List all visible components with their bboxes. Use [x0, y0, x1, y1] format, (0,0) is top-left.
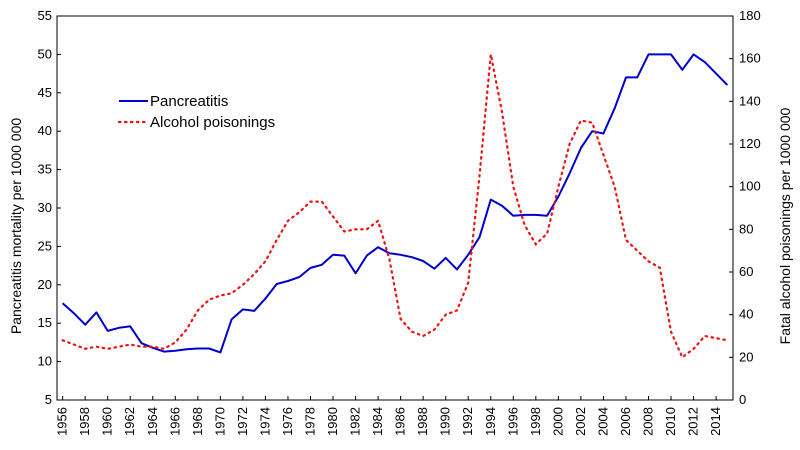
x-axis: 1956 1958 1960 1962 1964 1966 1968 1970 1972 1974… — [55, 396, 723, 436]
x-tick-label: 1982 — [348, 407, 363, 436]
x-tick-label: 1976 — [280, 407, 295, 436]
left-y-tick-label: 35 — [38, 162, 52, 177]
left-y-tick-label: 10 — [38, 354, 52, 369]
legend-label-alcohol-poisonings: Alcohol poisonings — [150, 114, 275, 131]
left-y-axis: 5 10 15 20 25 30 35 40 45 50 55 — [38, 8, 61, 407]
right-y-tick-label: 140 — [739, 93, 761, 108]
x-tick-label: 2012 — [686, 407, 701, 436]
x-tick-label: 1992 — [460, 407, 475, 436]
x-tick-label: 2014 — [708, 407, 723, 436]
x-tick-label: 1990 — [438, 407, 453, 436]
plot-frame — [56, 15, 734, 401]
x-tick-label: 1958 — [77, 407, 92, 436]
right-y-tick-label: 120 — [739, 136, 761, 151]
x-tick-label: 1968 — [190, 407, 205, 436]
x-tick-label: 1996 — [505, 407, 520, 436]
x-tick-label: 1978 — [303, 407, 318, 436]
left-y-tick-label: 40 — [38, 123, 52, 138]
left-y-tick-label: 30 — [38, 200, 52, 215]
x-tick-label: 2010 — [663, 407, 678, 436]
x-tick-label: 1984 — [370, 407, 385, 436]
left-y-tick-label: 45 — [38, 85, 52, 100]
left-y-tick-label: 25 — [38, 238, 52, 253]
left-y-tick-label: 20 — [38, 277, 52, 292]
series-layer — [61, 53, 729, 360]
right-y-axis: 0 20 40 60 80 100 120 140 160 180 — [729, 8, 761, 407]
left-y-tick-label: 5 — [45, 392, 52, 407]
series-line-pancreatitis — [61, 53, 729, 354]
x-tick-label: 2004 — [595, 407, 610, 436]
x-tick-label: 1994 — [483, 407, 498, 436]
right-y-tick-label: 80 — [739, 221, 753, 236]
x-tick-label: 1956 — [55, 407, 70, 436]
x-tick-label: 1966 — [167, 407, 182, 436]
x-tick-label: 1972 — [235, 407, 250, 436]
x-tick-label: 1998 — [528, 407, 543, 436]
left-axis-title: Pancreatitis mortality per 1000 000 — [8, 118, 24, 335]
x-tick-label: 2002 — [573, 407, 588, 436]
right-y-tick-label: 40 — [739, 307, 753, 322]
left-y-tick-label: 15 — [38, 315, 52, 330]
x-tick-label: 1974 — [257, 407, 272, 436]
x-tick-label: 2008 — [641, 407, 656, 436]
right-y-tick-label: 100 — [739, 179, 761, 194]
legend: Pancreatitis Alcohol poisonings — [117, 93, 275, 131]
x-tick-label: 1986 — [393, 407, 408, 436]
x-tick-label: 1988 — [415, 407, 430, 436]
x-tick-label: 1962 — [122, 407, 137, 436]
right-y-tick-label: 160 — [739, 51, 761, 66]
right-y-tick-label: 20 — [739, 349, 753, 364]
x-tick-label: 1970 — [212, 407, 227, 436]
plot-border — [56, 15, 734, 401]
right-y-tick-label: 180 — [739, 8, 761, 23]
series-line-alcohol-poisonings — [61, 54, 729, 360]
x-tick-label: 1964 — [145, 407, 160, 436]
x-tick-label: 1980 — [325, 407, 340, 436]
x-tick-label: 2006 — [618, 407, 633, 436]
x-tick-label: 1960 — [100, 407, 115, 436]
legend-label-pancreatitis: Pancreatitis — [150, 93, 228, 110]
right-y-tick-label: 60 — [739, 264, 753, 279]
left-y-tick-label: 55 — [38, 8, 52, 23]
x-tick-label: 2000 — [550, 407, 565, 436]
right-axis-title: Fatal alcohol poisonings per 1000 000 — [777, 107, 793, 344]
left-y-tick-label: 50 — [38, 46, 52, 61]
right-y-tick-label: 0 — [739, 392, 746, 407]
